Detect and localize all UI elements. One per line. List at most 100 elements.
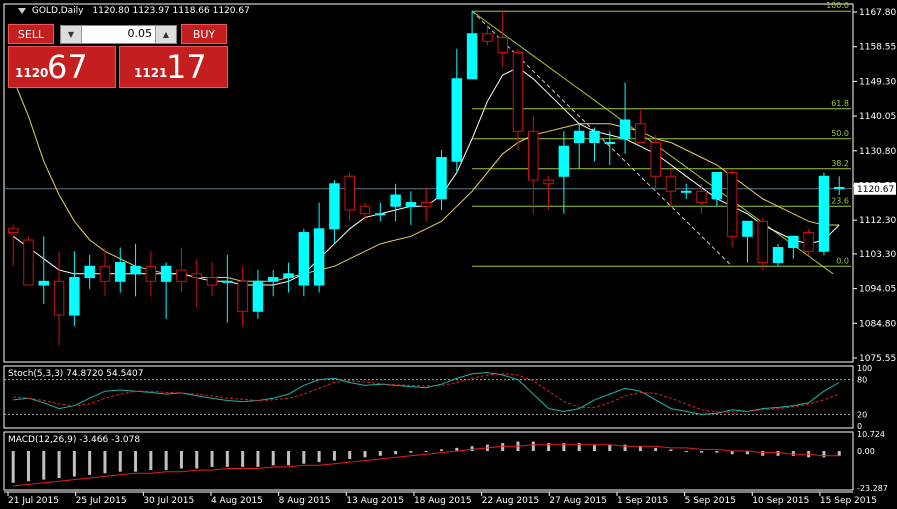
fib-level-label: 61.8 [831,99,849,108]
sell-price-box[interactable]: 1120 67 [8,46,116,88]
price-tick-label: 1094.05 [859,285,896,295]
stoch-signal-line [13,373,840,413]
time-tick-label: 13 Aug 2015 [346,496,404,506]
time-tick-label: 21 Jul 2015 [8,496,59,506]
time-tick-label: 18 Aug 2015 [414,496,472,506]
candle-body [7,228,19,234]
macd-histogram-bar [210,451,214,467]
stoch-main-line [13,372,840,415]
macd-histogram-bar [179,451,183,469]
buy-price-box[interactable]: 1121 17 [119,46,228,88]
candle-body [252,280,264,312]
lot-size-value[interactable]: 0.05 [127,27,153,40]
stoch-title: Stoch(5,3,3) 74.8720 54.5407 [8,369,143,379]
macd-histogram-bar [118,451,122,472]
candle-body [528,130,539,181]
chart-title: GOLD,Daily 1120.80 1123.97 1118.66 1120.… [18,6,250,16]
lot-size-field[interactable]: ▼ 0.05 ▲ [60,25,177,44]
candle-body [23,239,34,286]
macd-histogram-bar [363,451,367,458]
fib-dashed-trendline [471,10,733,267]
macd-histogram-bar [761,451,765,456]
macd-histogram-bar [531,441,535,452]
lot-decrease-icon[interactable]: ▼ [61,26,82,43]
macd-histogram-bar [547,443,551,452]
buy-button[interactable]: BUY [181,24,227,44]
candle-body [573,130,585,144]
candle-body [589,130,600,144]
candle-body [222,280,233,283]
macd-histogram-bar [638,446,642,452]
candle-body [711,172,723,200]
time-tick-label: 5 Sep 2015 [685,496,736,506]
candle-body [604,142,616,145]
macd-histogram-bar [149,451,153,471]
macd-histogram-bar [577,443,581,452]
macd-histogram-bar [684,451,688,453]
macd-histogram-bar [164,451,168,471]
symbol-timeframe: GOLD,Daily [31,6,84,16]
macd-signal-line [13,444,840,487]
macd-histogram-bar [317,451,321,463]
buy-price-prefix: 1121 [134,66,168,80]
candle-body [191,273,202,279]
time-tick-label: 15 Sep 2015 [820,496,877,506]
candle-body [145,265,157,282]
candle-body [482,33,493,42]
candle-body [115,262,126,282]
candle-body [206,277,218,286]
macd-histogram-bar [42,451,46,480]
price-tick-label: 1112.30 [859,216,896,226]
candle-body [619,119,631,140]
macd-histogram-bar [271,451,275,466]
candle-body [466,33,478,80]
candle-body [833,187,845,190]
candle-body [283,273,294,279]
sell-button[interactable]: SELL [8,24,54,44]
macd-histogram-bar [134,451,138,472]
lot-increase-icon[interactable]: ▲ [155,26,176,43]
stoch-pane-frame [3,365,854,429]
macd-tick-label: 10.724 [857,430,885,439]
candle-body [375,213,386,216]
candle-body [650,142,661,177]
candle-body [298,232,310,286]
candle-body [160,265,172,282]
main-pane-frame [3,3,854,363]
macd-histogram-bar [715,451,719,453]
macd-histogram-bar [72,451,76,477]
candle-body [359,205,371,215]
macd-histogram-bar [302,451,306,464]
candle-body [696,190,707,204]
candle-body [451,78,463,162]
fib-level-label: 100.0 [826,1,849,10]
time-tick-label: 30 Jul 2015 [143,496,194,506]
macd-tick-label: 0.00 [857,447,875,456]
macd-histogram-bar [11,451,15,483]
macd-histogram-bar [26,451,30,482]
candle-body [176,269,187,282]
buy-price-pips: 17 [166,48,207,86]
macd-histogram-bar [424,451,428,453]
candle-body [635,123,646,144]
fib-level-label: 38.2 [831,159,849,168]
candle-body [726,172,738,237]
macd-histogram-bar [745,451,749,455]
macd-histogram-bar [195,451,199,469]
macd-histogram-bar [654,447,658,452]
macd-histogram-bar [730,451,734,455]
price-tick-label: 1167.80 [859,8,896,18]
time-tick-label: 8 Aug 2015 [279,496,331,506]
candle-body [788,235,799,249]
candle-body [665,175,677,192]
candle-body [84,265,95,279]
candle-body [130,265,141,275]
time-tick-label: 10 Sep 2015 [752,496,809,506]
macd-histogram-bar [791,451,795,456]
macd-histogram-bar [608,444,612,452]
fib-level-label: 23.6 [831,196,849,205]
macd-histogram-bar [562,443,566,452]
collapse-icon[interactable] [18,7,26,14]
candle-body [757,220,768,264]
